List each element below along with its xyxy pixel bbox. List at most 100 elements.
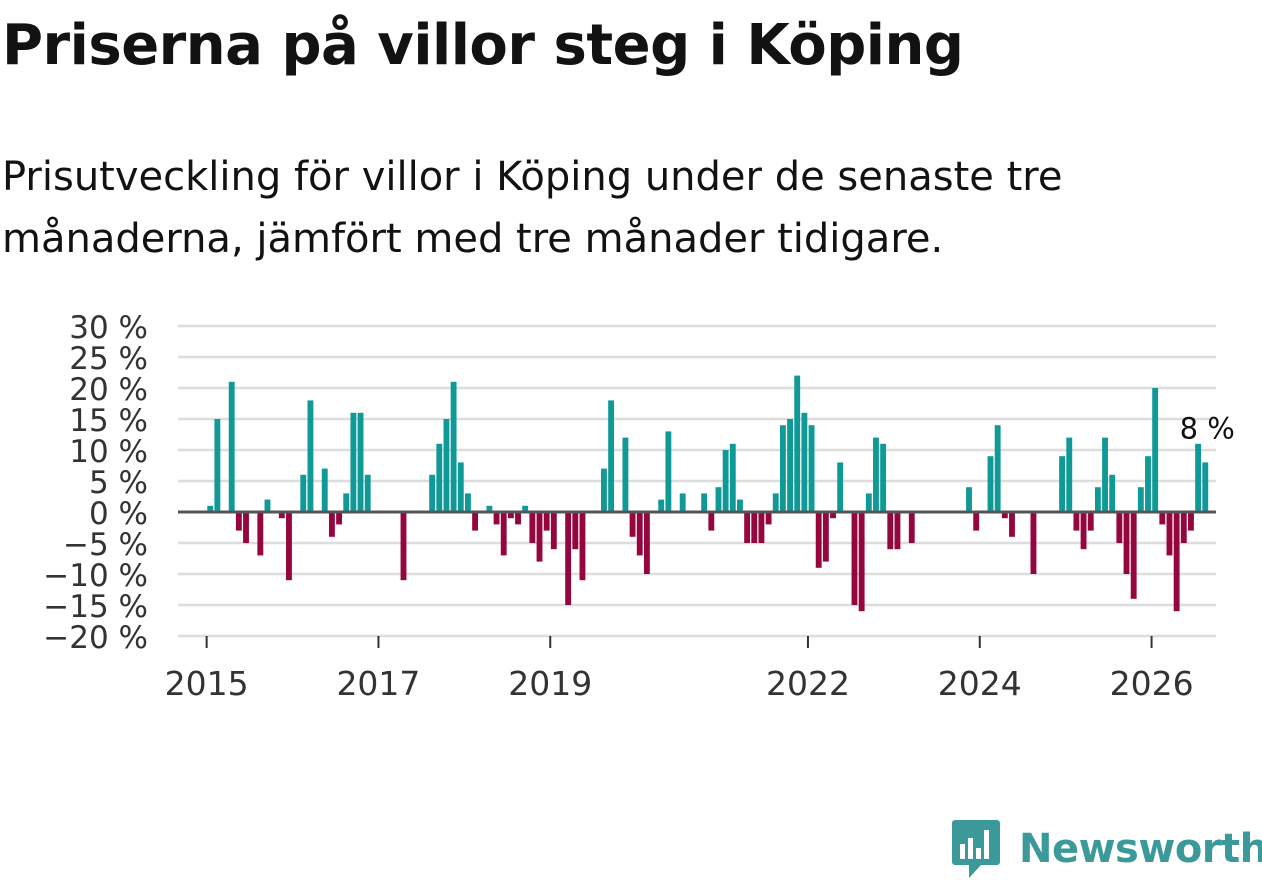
bar (529, 512, 536, 543)
bar (321, 468, 328, 512)
bar (572, 512, 579, 550)
chart-title: Priserna på villor steg i Köping (2, 13, 964, 78)
bar (987, 456, 994, 512)
bar (1059, 456, 1066, 512)
bar (1159, 512, 1166, 525)
bar (822, 512, 829, 562)
bar (837, 462, 844, 512)
bar (643, 512, 650, 574)
bar (486, 505, 493, 512)
newsworthy-logo: Newsworthy (951, 818, 1262, 880)
y-tick-label: 20 % (69, 372, 148, 408)
y-tick-label: −10 % (43, 558, 148, 594)
bar (601, 468, 607, 512)
bar (1123, 512, 1130, 574)
bar (228, 381, 235, 512)
x-tick-label: 2024 (938, 664, 1022, 703)
bar (493, 512, 500, 525)
bar (758, 512, 765, 543)
y-tick-label: 30 % (69, 310, 148, 346)
bar (865, 493, 872, 512)
bar (264, 499, 271, 512)
bar (708, 512, 715, 531)
y-tick-label: 25 % (69, 341, 148, 377)
bar (629, 512, 636, 537)
bar (966, 487, 972, 512)
bar (1152, 388, 1159, 512)
bar (257, 512, 264, 556)
bar (1166, 512, 1173, 556)
bar (207, 505, 214, 512)
y-tick-label: −15 % (43, 589, 148, 625)
bar (765, 512, 772, 525)
bar (815, 512, 822, 568)
bar (436, 443, 443, 512)
x-tick-label: 2022 (766, 664, 850, 703)
annotations: 8 % (1180, 411, 1235, 445)
bar (579, 512, 586, 581)
bar (1173, 512, 1180, 612)
bar (1102, 437, 1108, 512)
bar (1145, 456, 1151, 512)
bar (1116, 512, 1123, 543)
bar (278, 512, 285, 519)
bar (450, 381, 457, 512)
bar (243, 512, 249, 543)
bar (536, 512, 543, 562)
bar (722, 450, 729, 512)
bar (515, 512, 521, 525)
bar (1087, 512, 1094, 531)
bar (522, 505, 529, 512)
bar (300, 474, 307, 512)
bar (808, 425, 815, 512)
bar (500, 512, 507, 556)
bar (1030, 512, 1037, 574)
x-tick-label: 2017 (336, 664, 420, 703)
x-tick-label: 2026 (1110, 664, 1194, 703)
bar (1188, 512, 1194, 531)
bar (894, 512, 901, 550)
x-tick-label: 2015 (165, 664, 249, 703)
bar (622, 437, 629, 512)
newsworthy-logo-icon (952, 820, 1000, 878)
y-tick-label: 15 % (69, 403, 148, 439)
bar (608, 400, 615, 512)
bar (1066, 437, 1073, 512)
bar (1080, 512, 1087, 550)
y-tick-label: −20 % (43, 620, 148, 656)
x-axis: 2015 2017 2019 2022 2024 2026 (165, 510, 1216, 703)
bar (658, 499, 665, 512)
bar (1130, 512, 1137, 599)
bar (873, 437, 879, 512)
bar (286, 512, 292, 581)
bar (1094, 487, 1101, 512)
bar (343, 493, 350, 512)
bar (636, 512, 643, 556)
bar (1180, 512, 1187, 543)
bar (1001, 512, 1008, 519)
bar (550, 512, 557, 550)
bar (794, 375, 801, 512)
bar (830, 512, 836, 519)
bar (851, 512, 858, 605)
logo-text: Newsworthy (1019, 826, 1262, 872)
y-tick-label: −5 % (63, 527, 148, 563)
bar (507, 512, 514, 519)
bar (357, 412, 364, 512)
bar (1202, 462, 1209, 512)
bar (307, 400, 314, 512)
bar (772, 493, 779, 512)
bar (787, 419, 793, 512)
bar (328, 512, 335, 537)
bar (350, 412, 357, 512)
bar (400, 512, 407, 581)
bar-chart: −20 %−15 %−10 %−5 %0 %5 %10 %15 %20 %25 … (43, 310, 1235, 703)
bar (1073, 512, 1080, 531)
bar (715, 487, 722, 512)
bar (701, 493, 708, 512)
bar (737, 499, 743, 512)
bar (679, 493, 686, 512)
bar (1109, 474, 1116, 512)
bar (457, 462, 464, 512)
bar (973, 512, 980, 531)
